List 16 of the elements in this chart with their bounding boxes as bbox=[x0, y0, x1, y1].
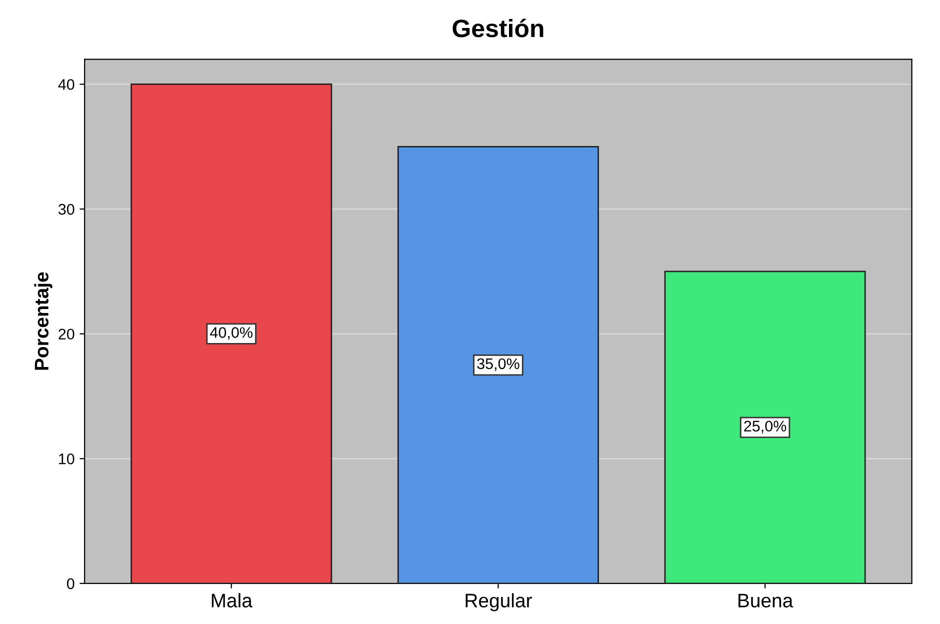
bar bbox=[130, 84, 332, 584]
x-tick-label: Mala bbox=[212, 593, 252, 608]
y-axis-title: Porcentaje bbox=[34, 272, 52, 370]
y-tick-label: 0 bbox=[66, 578, 74, 590]
bar bbox=[664, 270, 866, 584]
y-tick-label: 10 bbox=[59, 454, 74, 464]
data-label: 35,0% bbox=[477, 358, 520, 371]
data-label: 40,0% bbox=[210, 327, 252, 340]
y-tick-label: 30 bbox=[58, 204, 74, 215]
data-label: 25,0% bbox=[744, 420, 786, 434]
y-tick-label: 20 bbox=[58, 328, 74, 340]
x-tick-label: Buena bbox=[738, 594, 794, 608]
bar bbox=[397, 146, 599, 584]
x-tick-label: Regular bbox=[466, 593, 532, 612]
y-tick-label: 40 bbox=[58, 79, 74, 90]
chart-title: Gestión bbox=[452, 18, 544, 38]
